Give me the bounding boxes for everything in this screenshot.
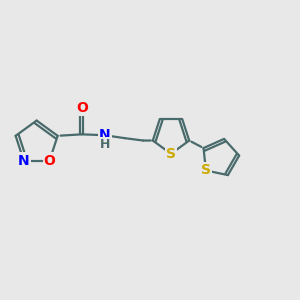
- Text: H: H: [100, 138, 110, 151]
- Text: O: O: [76, 101, 88, 115]
- Text: N: N: [99, 128, 111, 142]
- Text: N: N: [18, 154, 29, 167]
- Text: S: S: [201, 164, 211, 177]
- Text: S: S: [166, 147, 176, 161]
- Text: O: O: [44, 154, 56, 167]
